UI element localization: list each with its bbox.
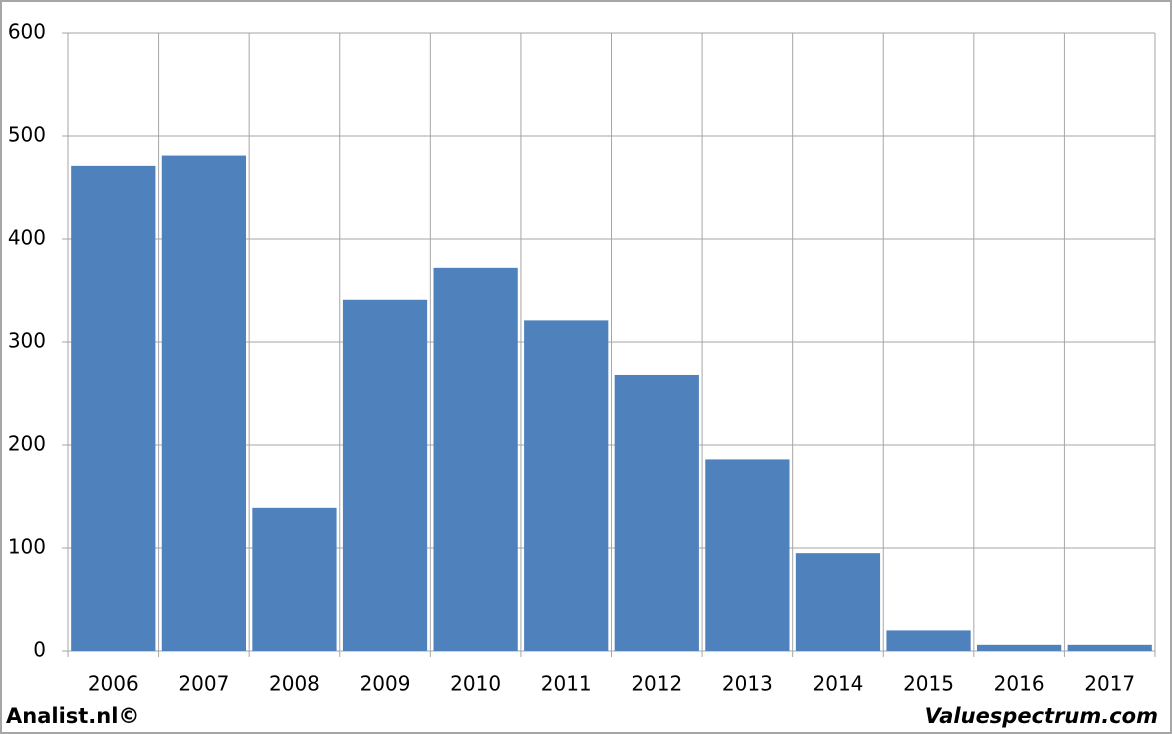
x-tick-label: 2013 [722,672,773,696]
y-tick-label: 300 [8,329,46,353]
y-tick-label: 100 [8,535,46,559]
bar [433,267,518,651]
bar [977,644,1062,651]
footer-left: Analist.nl© [6,704,139,728]
bar [614,374,699,651]
x-tick-label: 2011 [541,672,592,696]
x-tick-label: 2015 [903,672,954,696]
x-tick-label: 2007 [178,672,229,696]
y-tick-label: 0 [33,638,46,662]
bar [71,165,156,651]
bar [1067,644,1152,651]
y-tick-label: 200 [8,432,46,456]
bar [886,630,971,651]
y-tick-label: 400 [8,226,46,250]
bar [161,155,246,651]
bar [342,299,428,651]
x-tick-label: 2009 [360,672,411,696]
bar [252,507,337,651]
x-tick-label: 2008 [269,672,320,696]
x-tick-label: 2016 [994,672,1045,696]
y-tick-label: 500 [8,123,46,147]
x-tick-label: 2014 [813,672,864,696]
x-tick-label: 2012 [631,672,682,696]
y-tick-label: 600 [8,20,46,44]
x-tick-label: 2017 [1084,672,1135,696]
footer-right: Valuespectrum.com [925,704,1158,728]
x-tick-label: 2010 [450,672,501,696]
x-tick-label: 2006 [88,672,139,696]
bar [524,320,609,651]
bar [705,459,790,651]
bar [795,553,881,651]
